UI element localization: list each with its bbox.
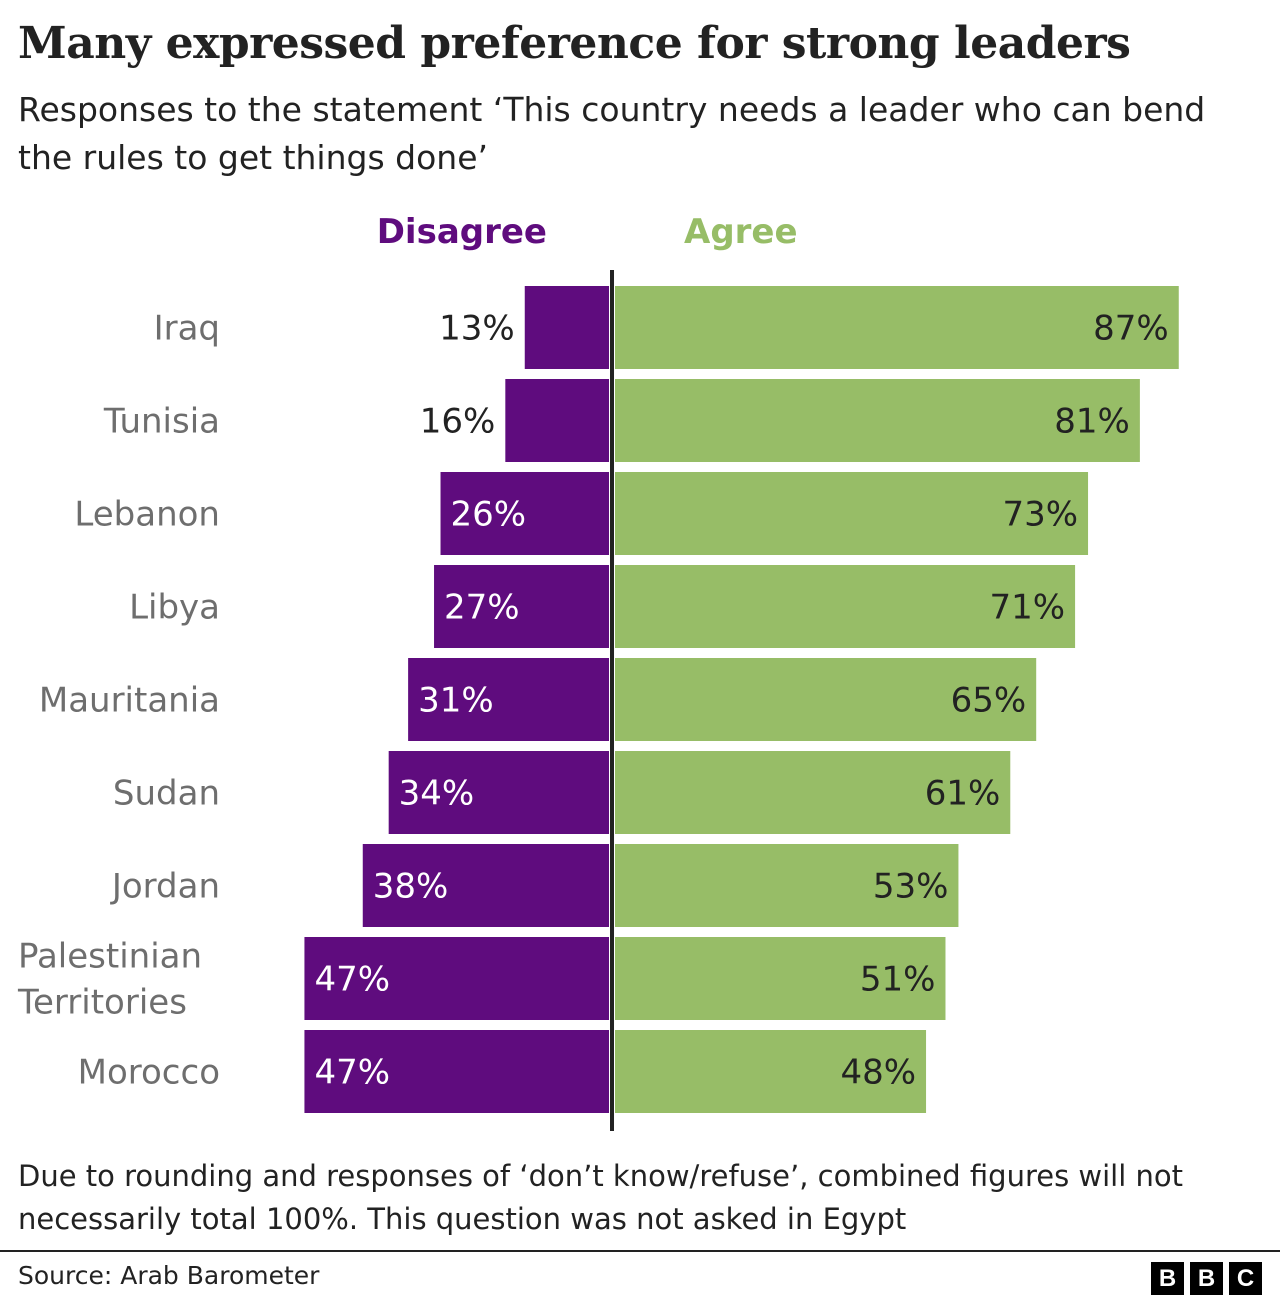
data-label-agree: 65%	[951, 681, 1027, 721]
bar-disagree	[362, 844, 609, 927]
data-label-disagree: 27%	[444, 588, 520, 628]
legend-agree: Agree	[684, 212, 798, 252]
category-label: Iraq	[154, 309, 220, 349]
bar-agree	[615, 286, 1179, 369]
data-label-agree: 71%	[990, 588, 1066, 628]
bbc-logo-letter: C	[1229, 1262, 1262, 1295]
data-label-disagree: 13%	[439, 309, 515, 349]
bar-disagree	[408, 658, 609, 741]
data-label-agree: 73%	[1002, 495, 1078, 535]
data-label-agree: 53%	[873, 867, 949, 907]
bar-disagree	[524, 286, 609, 369]
bar-agree	[615, 472, 1089, 555]
category-label-line: Mauritania	[39, 681, 220, 721]
category-label-line: Palestinian	[18, 937, 202, 977]
data-label-agree: 51%	[860, 960, 936, 1000]
bbc-logo-letter: B	[1190, 1262, 1223, 1295]
data-label-disagree: 31%	[418, 681, 494, 721]
bbc-logo-letter: B	[1151, 1262, 1184, 1295]
data-label-disagree: 47%	[314, 960, 390, 1000]
category-label: Palestinian Territories	[17, 937, 202, 1023]
bar-disagree	[304, 1030, 609, 1113]
category-label-line: Tunisia	[103, 402, 220, 442]
category-label: Lebanon	[74, 495, 220, 535]
category-label-line: Sudan	[113, 774, 220, 814]
data-label-agree: 81%	[1054, 402, 1130, 442]
bar-agree	[615, 844, 959, 927]
category-label: Morocco	[78, 1053, 220, 1093]
category-label: Tunisia	[103, 402, 220, 442]
bar-disagree	[440, 472, 609, 555]
data-label-agree: 48%	[840, 1053, 916, 1093]
diverging-bar-chart: Disagree Agree 13% 87% Iraq 16% 81% Tunisia 26% 7…	[17, 212, 1179, 1131]
data-label-disagree: 26%	[451, 495, 527, 535]
bar-agree	[615, 565, 1076, 648]
chart-title: Many expressed preference for strong lea…	[18, 18, 1131, 69]
category-label-line: Territories	[17, 983, 187, 1023]
data-label-disagree: 16%	[420, 402, 496, 442]
legend-disagree: Disagree	[377, 212, 547, 252]
data-label-agree: 87%	[1093, 309, 1169, 349]
data-label-disagree: 38%	[373, 867, 449, 907]
bar-disagree	[388, 751, 609, 834]
bar-agree	[615, 937, 946, 1020]
category-label: Mauritania	[39, 681, 220, 721]
source-label: Source: Arab Barometer	[18, 1261, 320, 1290]
footer-divider	[0, 1250, 1280, 1252]
category-label-line: Iraq	[154, 309, 220, 349]
bbc-logo: B B C	[1151, 1262, 1262, 1295]
category-label: Jordan	[110, 867, 220, 907]
category-label-line: Lebanon	[74, 495, 220, 535]
bar-agree	[615, 751, 1011, 834]
chart-subtitle: Responses to the statement ‘This country…	[18, 90, 1206, 177]
bar-disagree	[304, 937, 609, 1020]
category-label-line: Morocco	[78, 1053, 220, 1093]
data-label-disagree: 47%	[314, 1053, 390, 1093]
data-label-disagree: 34%	[399, 774, 475, 814]
category-label-line: Libya	[129, 588, 220, 628]
footnote: Due to rounding and responses of ‘don’t …	[18, 1159, 1183, 1236]
data-label-agree: 61%	[925, 774, 1001, 814]
bar-agree	[615, 658, 1037, 741]
category-label: Libya	[129, 588, 220, 628]
bar-disagree	[434, 565, 609, 648]
bar-disagree	[505, 379, 609, 462]
bar-agree	[615, 1030, 927, 1113]
category-label-line: Jordan	[110, 867, 220, 907]
category-label: Sudan	[113, 774, 220, 814]
bar-agree	[615, 379, 1140, 462]
